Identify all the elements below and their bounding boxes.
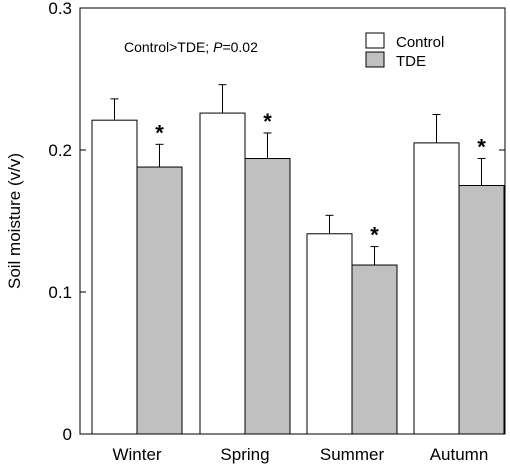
legend-swatch-control (365, 32, 385, 49)
annotation-p-value: =0.02 (222, 39, 258, 55)
y-axis-label: Soil moisture (v/v) (5, 153, 24, 289)
significance-star: * (370, 223, 379, 248)
bar-tde-spring (244, 158, 291, 435)
bar-control-summer (306, 233, 353, 435)
legend-label-control: Control (396, 34, 444, 51)
x-axis-categories: Winter Spring Summer Autumn (112, 445, 488, 464)
y-tick-label: 0 (63, 425, 72, 444)
x-category-label: Winter (112, 445, 161, 464)
bar-tde-autumn (458, 185, 505, 435)
legend-label-tde: TDE (396, 53, 426, 70)
y-axis-ticks: 0 0.1 0.2 0.3 (48, 0, 505, 444)
x-category-label: Summer (320, 445, 385, 464)
y-tick-label: 0.1 (48, 283, 72, 302)
legend: Control TDE (365, 32, 444, 70)
significance-star: * (263, 109, 272, 134)
y-tick-label: 0.3 (48, 0, 72, 18)
plot-frame (79, 7, 506, 435)
bar-control-autumn (413, 142, 460, 435)
annotation-p-symbol: P (213, 39, 223, 55)
bar-tde-winter (136, 166, 183, 435)
significance-star: * (477, 135, 486, 160)
y-tick-label: 0.2 (48, 141, 72, 160)
x-category-label: Autumn (430, 445, 489, 464)
bar-control-winter (91, 119, 138, 435)
legend-swatch-tde (365, 51, 385, 68)
bars: * * * * (91, 84, 505, 435)
bar-control-spring (199, 112, 246, 435)
annotation-prefix: Control>TDE; (124, 39, 213, 55)
significance-star: * (155, 120, 164, 145)
bar-tde-summer (351, 264, 398, 435)
significance-annotation: Control>TDE; P=0.02 (124, 39, 258, 55)
x-category-label: Spring (220, 445, 269, 464)
